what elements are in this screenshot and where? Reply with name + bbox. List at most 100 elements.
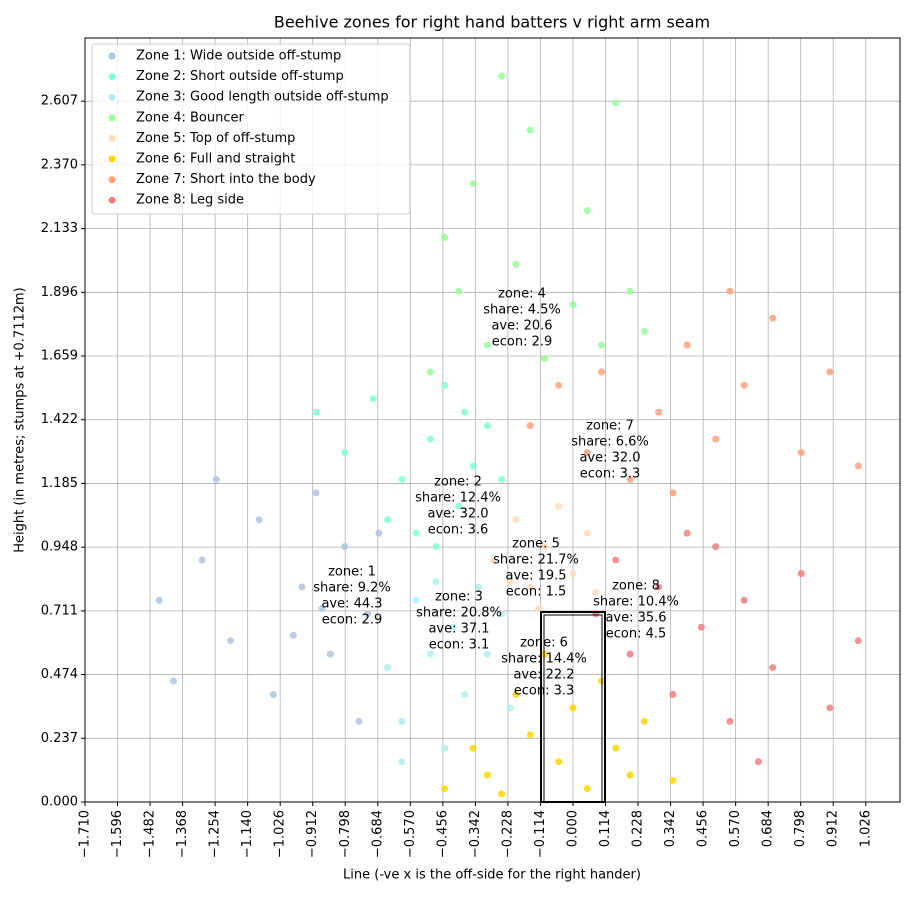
x-tick-label: −0.114	[533, 810, 548, 858]
point	[461, 690, 469, 698]
point	[526, 422, 534, 430]
point	[626, 475, 634, 483]
point	[526, 731, 534, 739]
y-tick-label: 1.422	[41, 412, 78, 427]
point	[298, 583, 306, 591]
zone-annotation: share: 12.4%	[415, 491, 501, 506]
point	[341, 543, 349, 551]
point	[683, 341, 691, 349]
point	[697, 623, 705, 631]
point	[398, 475, 406, 483]
point	[583, 785, 591, 793]
point	[198, 556, 206, 564]
zone-annotation: ave: 20.6	[491, 319, 552, 334]
zone-annotation: share: 10.4%	[593, 595, 679, 610]
zone-annotation: econ: 3.6	[428, 523, 489, 538]
point	[569, 569, 577, 577]
point	[535, 604, 543, 612]
point	[592, 588, 600, 596]
point	[455, 287, 463, 295]
legend-marker	[108, 196, 116, 204]
point	[583, 207, 591, 215]
point	[669, 776, 677, 784]
zone-annotation: econ: 3.3	[514, 684, 575, 699]
point	[369, 395, 377, 403]
point	[498, 72, 506, 80]
point	[483, 771, 491, 779]
y-tick-label: 1.659	[41, 349, 78, 364]
legend-marker	[108, 114, 116, 122]
legend-marker	[108, 93, 116, 101]
x-tick-label: 0.684	[761, 810, 776, 847]
point	[155, 596, 163, 604]
point	[426, 368, 434, 376]
point	[598, 368, 606, 376]
point	[441, 744, 449, 752]
y-tick-label: 2.607	[41, 94, 78, 109]
point	[432, 578, 440, 586]
point	[854, 637, 862, 645]
point	[540, 543, 548, 551]
point	[826, 368, 834, 376]
legend-marker	[108, 73, 116, 81]
point	[640, 328, 648, 336]
x-tick-label: 1.026	[858, 810, 873, 847]
point	[740, 596, 748, 604]
point	[483, 650, 491, 658]
point	[449, 623, 457, 631]
y-tick-label: 0.237	[41, 731, 78, 746]
point	[475, 583, 483, 591]
point	[854, 462, 862, 470]
x-tick-label: −0.798	[338, 810, 353, 858]
legend-label: Zone 8: Leg side	[136, 193, 244, 208]
point	[555, 758, 563, 766]
point	[498, 610, 506, 618]
legend-marker	[108, 52, 116, 60]
point	[540, 354, 548, 362]
point	[512, 516, 520, 524]
point	[726, 287, 734, 295]
point	[526, 583, 534, 591]
point	[326, 650, 334, 658]
point	[289, 631, 297, 639]
point	[769, 314, 777, 322]
x-tick-label: 0.000	[565, 810, 580, 847]
y-axis-label: Height (in metres; stumps at +0.7112m)	[13, 287, 28, 553]
point	[227, 637, 235, 645]
x-axis-label: Line (-ve x is the off-side for the righ…	[343, 868, 641, 883]
point	[712, 543, 720, 551]
point	[555, 502, 563, 510]
point	[612, 99, 620, 107]
legend-marker	[108, 134, 116, 142]
point	[640, 717, 648, 725]
zone-annotation: econ: 4.5	[606, 627, 667, 642]
point	[455, 502, 463, 510]
x-tick-label: −1.368	[175, 810, 190, 858]
point	[712, 435, 720, 443]
x-tick-label: −1.140	[240, 810, 255, 858]
point	[797, 449, 805, 457]
point	[498, 790, 506, 798]
y-tick-label: 0.711	[41, 603, 78, 618]
point	[483, 422, 491, 430]
point	[461, 408, 469, 416]
point	[383, 516, 391, 524]
point	[441, 381, 449, 389]
zone-annotation: zone: 1	[328, 565, 376, 580]
x-tick-label: 0.570	[728, 810, 743, 847]
point	[797, 569, 805, 577]
point	[441, 785, 449, 793]
point	[169, 677, 177, 685]
y-tick-label: 2.370	[41, 157, 78, 172]
point	[598, 341, 606, 349]
point	[318, 604, 326, 612]
point	[612, 744, 620, 752]
zone-annotation: share: 21.7%	[493, 553, 579, 568]
y-tick-label: 0.948	[41, 540, 78, 555]
legend: Zone 1: Wide outside off-stump Zone 2: Sh…	[91, 43, 411, 215]
point	[312, 489, 320, 497]
zone-annotation: ave: 37.1	[428, 622, 489, 637]
x-tick-label: 0.342	[663, 810, 678, 847]
zone-annotation: ave: 44.3	[321, 597, 382, 612]
x-tick-label: −1.710	[78, 810, 93, 858]
